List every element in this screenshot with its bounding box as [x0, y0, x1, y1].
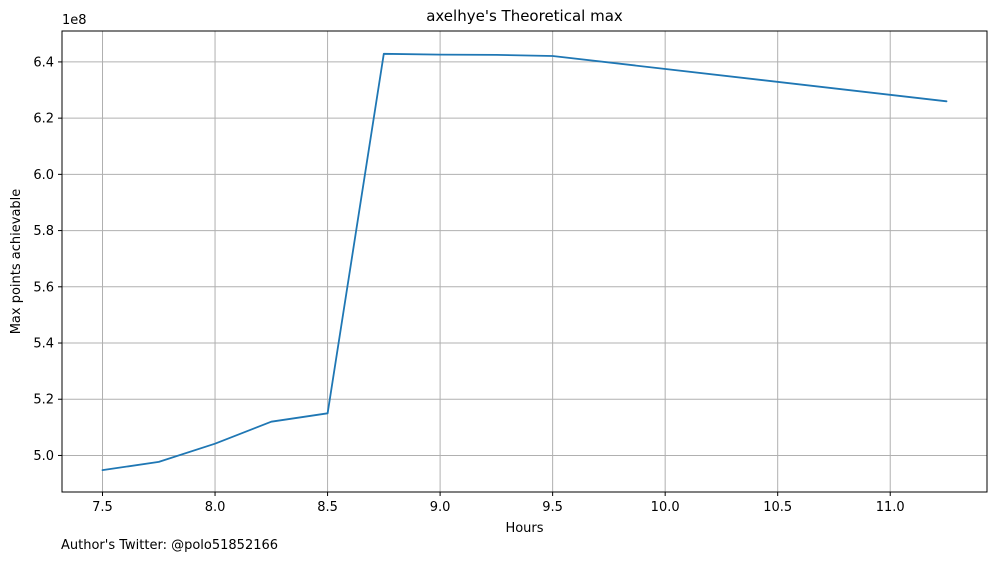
- x-tick-label: 7.5: [92, 500, 113, 515]
- x-tick-label: 10.0: [651, 500, 680, 515]
- y-axis-label: Max points achievable: [9, 189, 24, 335]
- y-tick-label: 6.0: [33, 168, 54, 183]
- x-axis-ticks: 7.5 8.0 8.5 9.0 9.5 10.0 10.5 11.0: [92, 492, 905, 515]
- series-line: [101, 52, 948, 472]
- y-tick-label: 5.8: [33, 224, 54, 239]
- y-tick-label: 5.4: [33, 337, 54, 352]
- x-axis-label: Hours: [505, 521, 543, 536]
- x-tick-label: 9.5: [542, 500, 563, 515]
- y-tick-label: 6.2: [33, 112, 54, 127]
- x-tick-label: 9.0: [430, 500, 451, 515]
- y-axis-offset-label: 1e8: [62, 13, 87, 28]
- x-tick-label: 8.5: [317, 500, 338, 515]
- y-tick-label: 5.0: [33, 449, 54, 464]
- series-layer: [101, 52, 948, 472]
- y-axis-ticks: 5.0 5.2 5.4 5.6 5.8 6.0 6.2 6.4: [33, 55, 62, 464]
- plot-frame: [61, 30, 988, 493]
- x-tick-label: 11.0: [876, 500, 905, 515]
- x-tick-label: 10.5: [763, 500, 792, 515]
- author-footer: Author's Twitter: @polo51852166: [61, 538, 279, 553]
- y-tick-label: 5.2: [33, 393, 54, 408]
- grid: [62, 31, 987, 492]
- chart-title: axelhye's Theoretical max: [426, 7, 623, 25]
- y-tick-label: 5.6: [33, 280, 54, 295]
- x-tick-label: 8.0: [205, 500, 226, 515]
- y-tick-label: 6.4: [33, 55, 54, 70]
